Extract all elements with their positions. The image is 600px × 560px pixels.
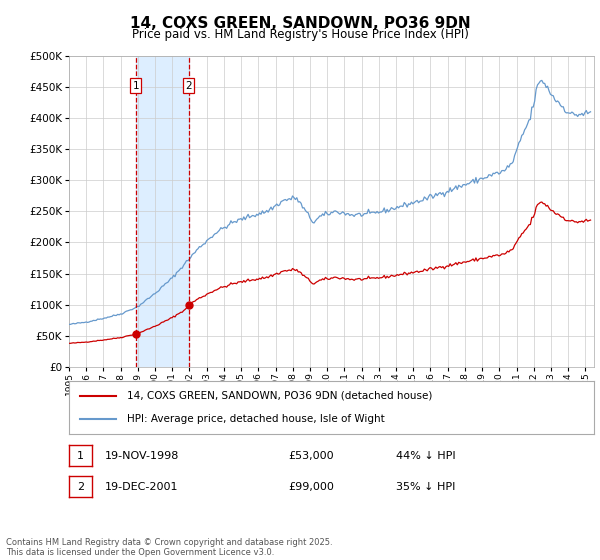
Text: 44% ↓ HPI: 44% ↓ HPI <box>396 451 455 461</box>
Text: 35% ↓ HPI: 35% ↓ HPI <box>396 482 455 492</box>
Text: 1: 1 <box>133 81 139 91</box>
Text: 14, COXS GREEN, SANDOWN, PO36 9DN (detached house): 14, COXS GREEN, SANDOWN, PO36 9DN (detac… <box>127 391 432 401</box>
Text: Contains HM Land Registry data © Crown copyright and database right 2025.
This d: Contains HM Land Registry data © Crown c… <box>6 538 332 557</box>
Text: 2: 2 <box>77 482 84 492</box>
Point <box>131 329 140 338</box>
Text: HPI: Average price, detached house, Isle of Wight: HPI: Average price, detached house, Isle… <box>127 414 385 424</box>
Text: Price paid vs. HM Land Registry's House Price Index (HPI): Price paid vs. HM Land Registry's House … <box>131 28 469 41</box>
Text: 19-NOV-1998: 19-NOV-1998 <box>105 451 179 461</box>
Text: £99,000: £99,000 <box>288 482 334 492</box>
Text: 2: 2 <box>185 81 192 91</box>
Bar <box>136 56 189 367</box>
Text: 19-DEC-2001: 19-DEC-2001 <box>105 482 179 492</box>
Text: £53,000: £53,000 <box>288 451 334 461</box>
Text: 14, COXS GREEN, SANDOWN, PO36 9DN: 14, COXS GREEN, SANDOWN, PO36 9DN <box>130 16 470 31</box>
Text: 1: 1 <box>77 451 84 461</box>
Point <box>184 301 194 310</box>
